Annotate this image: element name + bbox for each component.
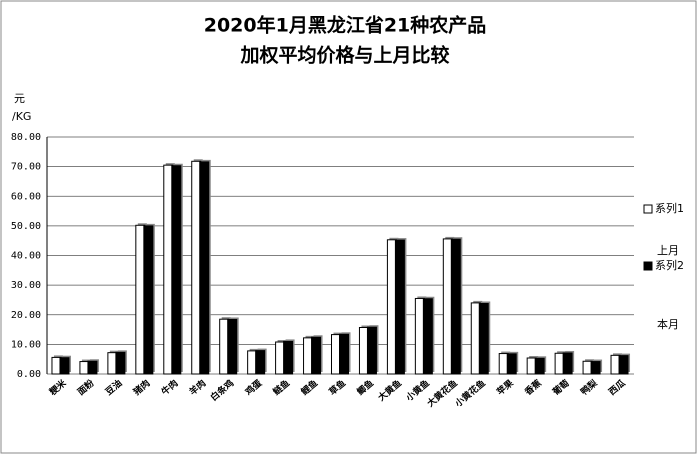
annotation: 本月	[657, 317, 679, 331]
bar	[618, 355, 629, 375]
legend-label: 系列2	[655, 258, 684, 272]
annotation: 上月	[657, 244, 679, 257]
bar	[115, 351, 126, 375]
bar	[506, 353, 517, 375]
bar	[199, 161, 210, 375]
y-tick-label: 50.00	[11, 221, 41, 232]
bar	[422, 298, 433, 375]
bar	[143, 225, 154, 375]
bar	[366, 326, 377, 375]
y-tick-label: 70.00	[11, 162, 41, 173]
bar	[255, 350, 266, 375]
bar	[283, 340, 294, 375]
y-axis-label: 元	[14, 92, 25, 105]
bar	[171, 165, 182, 375]
bar	[59, 357, 70, 375]
bar	[227, 318, 238, 375]
legend-swatch	[643, 261, 653, 271]
bar	[562, 352, 573, 375]
y-tick-label: 30.00	[11, 280, 41, 291]
bar	[339, 333, 349, 375]
bar	[534, 357, 545, 375]
bar	[590, 361, 601, 375]
legend-swatch	[643, 204, 653, 214]
y-tick-label: 0.00	[17, 369, 41, 380]
y-tick-label: 10.00	[11, 339, 41, 350]
bar	[311, 336, 322, 375]
chart-title: 加权平均价格与上月比较	[239, 44, 449, 67]
bar	[87, 360, 98, 375]
chart-title: 2020年1月黑龙江省21种农产品	[204, 14, 487, 37]
y-axis-label: /KG	[12, 110, 31, 123]
bar	[478, 302, 489, 375]
y-tick-label: 40.00	[11, 251, 41, 262]
y-tick-label: 60.00	[11, 191, 41, 202]
legend-label: 系列1	[655, 201, 684, 215]
bar	[394, 239, 405, 375]
y-tick-label: 80.00	[11, 132, 41, 143]
y-tick-label: 20.00	[11, 310, 41, 321]
bar	[450, 238, 461, 375]
